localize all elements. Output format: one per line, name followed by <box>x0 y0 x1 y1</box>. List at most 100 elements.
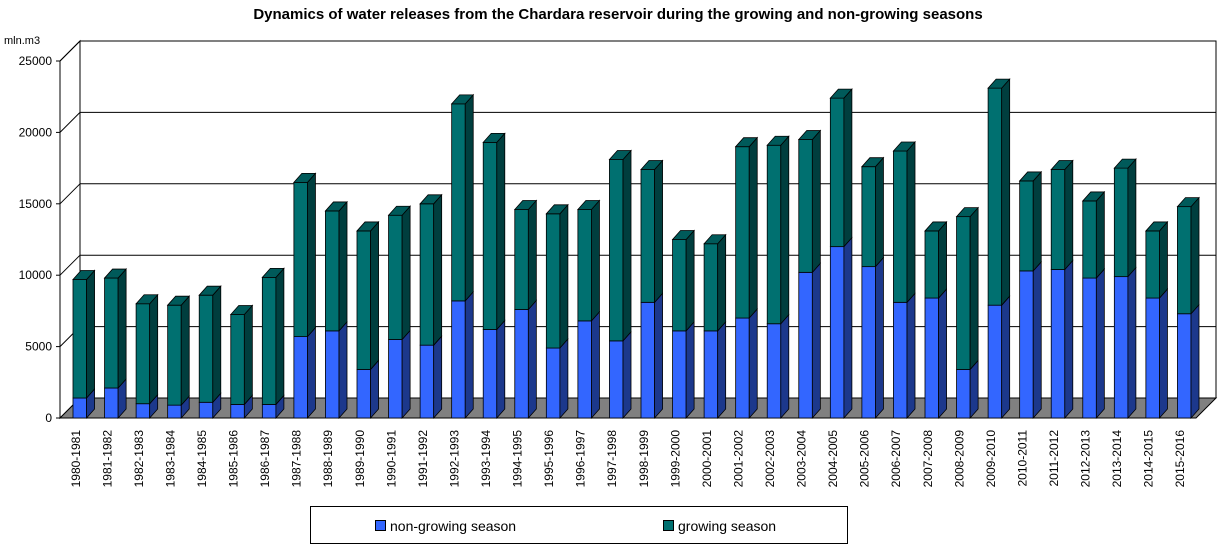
bar-front <box>1145 230 1160 299</box>
bar-front <box>167 404 182 419</box>
bar-side <box>1032 170 1042 272</box>
bar-segment-non-growing-1999-2000 <box>672 320 695 420</box>
bar-side <box>180 295 190 407</box>
bar-segment-growing-2004-2005 <box>829 88 853 248</box>
bar-side <box>843 236 853 420</box>
bar-top <box>261 267 285 278</box>
x-tick-label: 1989-1990 <box>353 430 367 488</box>
bar-top <box>198 285 222 296</box>
bar-side <box>875 256 884 420</box>
bar-front <box>703 243 719 332</box>
bar-side <box>212 285 222 404</box>
bar-segment-non-growing-1992-1993 <box>451 290 474 420</box>
bar-front <box>987 304 1003 419</box>
x-axis-ticks: 1980-1981 1981-1982 1982-1983 1983-1984 1984… <box>69 430 1187 488</box>
bar-side <box>464 93 474 302</box>
bar-segment-non-growing-2013-2014 <box>1113 266 1137 420</box>
bar-top <box>1144 221 1169 232</box>
bar-front <box>1082 277 1097 419</box>
bar-side <box>1127 158 1137 278</box>
bar-front <box>640 301 655 419</box>
bar-front <box>293 336 308 419</box>
bar-segment-growing-2013-2014 <box>1113 158 1137 278</box>
bar-front <box>798 139 813 273</box>
bar-front <box>893 301 908 419</box>
bar-segment-growing-1990-1991 <box>387 205 412 341</box>
bar-segment-growing-2005-2006 <box>860 156 885 268</box>
bar-top <box>892 141 916 152</box>
bar-front <box>72 397 87 419</box>
x-tick-label: 1994-1995 <box>511 430 525 488</box>
bar-front <box>419 344 435 419</box>
x-tick-label: 1992-1993 <box>447 430 461 488</box>
bar-segment-growing-1992-1993 <box>450 93 475 302</box>
bar-front <box>451 300 466 419</box>
bar-segment-growing-1981-1982 <box>103 268 128 390</box>
x-tick-label: 1993-1994 <box>479 430 493 488</box>
bar-segment-non-growing-2008-2009 <box>956 359 979 420</box>
bar-front <box>956 369 971 419</box>
legend-label-non-growing: non-growing season <box>390 518 517 534</box>
bar-side <box>1190 303 1200 420</box>
bar-front <box>956 216 971 370</box>
bar-front <box>1082 200 1097 279</box>
bar-front <box>1019 180 1034 272</box>
bar-segment-non-growing-1981-1982 <box>104 377 127 420</box>
bar-front <box>1113 167 1129 278</box>
bar-segment-growing-1989-1990 <box>356 220 380 371</box>
y-axis-ticks: 0 5000 10000 15000 20000 25000 <box>19 54 61 425</box>
bar-segment-non-growing-2005-2006 <box>861 256 884 420</box>
bar-top <box>103 268 128 279</box>
bar-segment-non-growing-2012-2013 <box>1082 268 1105 420</box>
bar-side <box>433 335 443 420</box>
bar-front <box>766 323 782 419</box>
bar-side <box>1064 159 1074 271</box>
bar-segment-growing-1987-1988 <box>292 172 317 338</box>
bar-front <box>514 309 529 419</box>
bar-segment-non-growing-2011-2012 <box>1050 259 1074 420</box>
bar-side <box>338 200 348 332</box>
bar-side <box>527 299 537 420</box>
bar-front <box>325 210 340 332</box>
bar-segment-non-growing-2002-2003 <box>766 313 790 420</box>
bar-side <box>86 269 95 400</box>
bar-segment-growing-1994-1995 <box>513 199 538 311</box>
bar-segment-growing-2010-2011 <box>1018 170 1043 272</box>
bar-segment-growing-1982-1983 <box>135 293 159 405</box>
chart-title: Dynamics of water releases from the Char… <box>253 6 983 23</box>
bar-top <box>766 135 790 146</box>
bar-side <box>1001 78 1011 307</box>
bar-segment-non-growing-2001-2002 <box>735 307 758 420</box>
x-tick-label: 2012-2013 <box>1079 430 1093 488</box>
bar-front <box>735 146 750 319</box>
bar-side <box>370 359 379 420</box>
bar-front <box>1113 276 1129 419</box>
bar-front <box>829 97 845 248</box>
bars <box>72 78 1200 420</box>
bar-front <box>356 369 371 419</box>
bar-top <box>1018 171 1043 182</box>
bar-side <box>654 159 663 304</box>
bar-front <box>514 209 529 310</box>
bar-side <box>591 310 600 420</box>
bar-side <box>433 193 443 347</box>
bar-front <box>230 314 245 405</box>
y-tick-label: 20000 <box>19 125 53 139</box>
bar-segment-growing-1984-1985 <box>198 285 222 404</box>
bar-segment-growing-2012-2013 <box>1081 190 1106 280</box>
bar-segment-non-growing-1994-1995 <box>514 299 537 420</box>
bar-segment-non-growing-2000-2001 <box>703 320 727 420</box>
x-tick-label: 2011-2012 <box>1047 430 1061 487</box>
bar-segment-growing-2008-2009 <box>955 206 980 371</box>
bar-side <box>307 326 316 420</box>
bar-side <box>496 319 506 420</box>
x-tick-label: 1984-1985 <box>195 430 209 488</box>
bar-segment-growing-1991-1992 <box>419 193 443 347</box>
bar-side <box>1095 190 1105 280</box>
bar-top <box>987 78 1011 89</box>
bar-side <box>780 135 790 325</box>
bar-front <box>135 403 151 419</box>
x-tick-label: 1990-1991 <box>384 430 398 488</box>
bar-side <box>370 220 379 371</box>
bar-side <box>875 156 884 268</box>
